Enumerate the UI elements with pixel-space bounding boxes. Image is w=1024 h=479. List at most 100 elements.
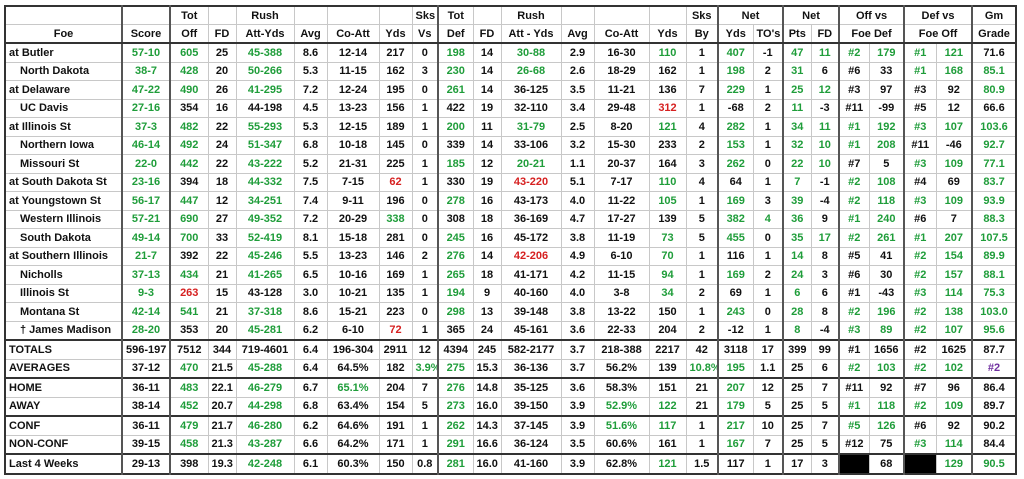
stat-cell: 46-14 [121, 135, 171, 155]
stat-cell: 6 [810, 61, 841, 81]
stat-cell: 34 [648, 283, 687, 303]
stat-cell: 14 [472, 246, 502, 266]
stat-cell: #2 [903, 358, 937, 379]
stat-cell: 2 [411, 246, 439, 266]
row-label: TOTALS [4, 339, 123, 360]
stat-cell: 3 [685, 154, 719, 174]
stat-cell: 47 [782, 42, 812, 63]
stat-cell [903, 453, 937, 474]
header-cell [121, 5, 171, 25]
stat-cell: 50-266 [235, 61, 295, 81]
stat-cell: 217 [717, 415, 754, 436]
stat-cell: 229 [717, 80, 754, 100]
stat-cell: 30-88 [500, 42, 562, 63]
stat-cell: -1 [752, 42, 785, 63]
stat-cell: 207 [935, 228, 974, 248]
header-cell: FD [810, 24, 841, 44]
stat-cell: 207 [717, 377, 754, 398]
row-label: CONF [4, 415, 123, 436]
stat-cell: 5 [411, 396, 439, 417]
stat-cell: 338 [378, 209, 413, 229]
stat-cell: 10-16 [326, 265, 380, 285]
stat-cell: #4 [903, 172, 937, 192]
stat-cell: 25 [782, 358, 812, 379]
stat-cell: #2 [903, 302, 937, 322]
stat-cell: 64.5% [326, 358, 380, 379]
stat-cell: 8.1 [293, 228, 328, 248]
stat-cell: 0 [411, 42, 439, 63]
stat-cell: 479 [169, 415, 209, 436]
header-cell [4, 5, 123, 25]
table-header: Tot Rush Sks Tot Rush Sks Net Net Off vs Def vs Gm… [4, 5, 1017, 44]
stat-cell: #6 [838, 61, 870, 81]
stat-cell: 3.6 [560, 320, 595, 341]
stat-cell: 33-106 [500, 135, 562, 155]
stat-cell: 275 [437, 358, 474, 379]
stat-cell: 3.4 [560, 98, 595, 118]
stat-cell: 21-7 [121, 246, 171, 266]
stat-cell: 114 [935, 283, 974, 303]
stat-cell: 12 [752, 377, 785, 398]
stat-cell: 182 [378, 358, 413, 379]
stat-cell: 121 [648, 117, 687, 137]
stat-cell: 20-21 [500, 154, 562, 174]
stat-cell: 41 [868, 246, 906, 266]
stat-cell: 39-15 [121, 434, 171, 455]
stat-cell: 57-21 [121, 209, 171, 229]
stat-cell: 164 [648, 154, 687, 174]
header-cell: Foe Off [903, 24, 974, 44]
stat-cell: 5 [810, 396, 841, 417]
stat-cell: 225 [378, 154, 413, 174]
row-label: Last 4 Weeks [4, 453, 123, 474]
stat-cell: 365 [437, 320, 474, 341]
stat-cell: 15 [207, 283, 237, 303]
header-cell [207, 5, 237, 25]
stat-cell: 84.4 [971, 434, 1017, 455]
stat-cell: 196-304 [326, 339, 380, 360]
stat-cell: 94 [648, 265, 687, 285]
stat-cell: 6.8 [293, 135, 328, 155]
row-label: at Delaware [4, 80, 123, 100]
stat-cell: 64.6% [326, 415, 380, 436]
stat-cell: 45-388 [235, 42, 295, 63]
stat-cell: 1 [411, 283, 439, 303]
header-cell: By [685, 24, 719, 44]
stat-cell: 276 [437, 377, 474, 398]
stat-cell: 37-145 [500, 415, 562, 436]
stat-cell: 39-150 [500, 396, 562, 417]
stat-cell: 582-2177 [500, 339, 562, 360]
stat-cell: 16.0 [472, 396, 502, 417]
stat-cell: 23-16 [121, 172, 171, 192]
stat-cell: 39-148 [500, 302, 562, 322]
stat-cell: 492 [169, 135, 209, 155]
stat-cell: 71.6 [971, 42, 1017, 63]
stat-cell: 154 [378, 396, 413, 417]
stat-cell: 136 [648, 80, 687, 100]
stat-cell: 6.7 [293, 377, 328, 398]
stat-cell: 3.9 [560, 396, 595, 417]
header-cell [648, 5, 687, 25]
stat-cell: 117 [717, 453, 754, 474]
stat-cell: 97 [868, 80, 906, 100]
stat-cell: 11 [472, 117, 502, 137]
stat-cell: #6 [903, 415, 937, 436]
table-row: at Delaware 47-22 490 26 41-295 7.2 12-24 195 0 2… [4, 80, 1017, 100]
stat-cell: 1 [752, 80, 785, 100]
stat-cell: 161 [648, 434, 687, 455]
stat-cell: 89 [868, 320, 906, 341]
stat-cell: 107 [935, 117, 974, 137]
stat-cell: 43-173 [500, 191, 562, 211]
stat-cell: #2 [903, 396, 937, 417]
stat-cell: 44-332 [235, 172, 295, 192]
stat-cell: 261 [868, 228, 906, 248]
stat-cell: 167 [717, 434, 754, 455]
stat-cell: 25 [782, 396, 812, 417]
stat-cell: 2217 [648, 339, 687, 360]
stat-cell: 11 [810, 42, 841, 63]
stat-cell: 80.9 [971, 80, 1017, 100]
table-row: South Dakota 49-14 700 33 52-419 8.1 15-18 281 0… [4, 228, 1017, 248]
stat-cell: 41-265 [235, 265, 295, 285]
stat-cell: #6 [838, 265, 870, 285]
stat-cell: 12 [935, 98, 974, 118]
stat-cell: 3.9 [560, 415, 595, 436]
